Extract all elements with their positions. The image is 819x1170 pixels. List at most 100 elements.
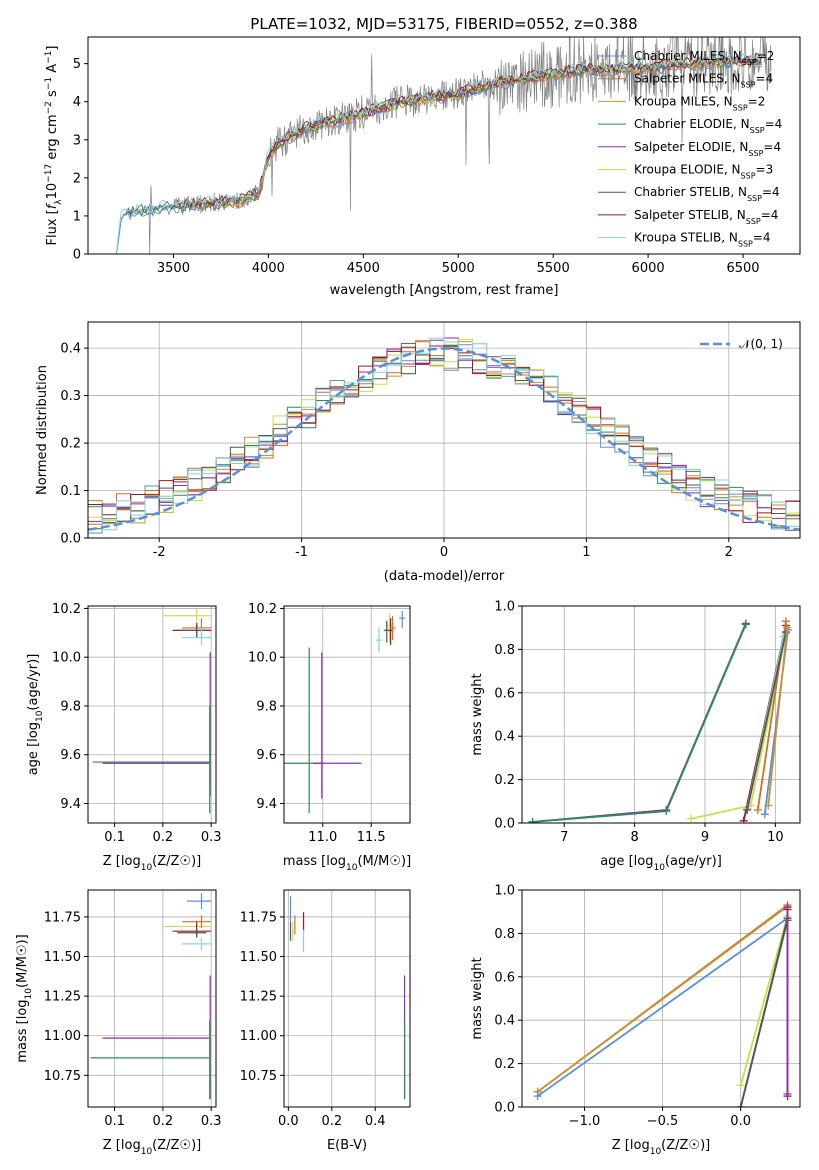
- x-tick-label: 8: [630, 830, 638, 845]
- mass-weight-marker: [662, 807, 671, 816]
- y-axis-label: Normed distribution: [35, 365, 50, 495]
- mass-weight-vs-z-panel: −1.0 −0.5 0.0 0.0 0.2 0.4 0.6 0.8 1.0 Z [log10(Z/…: [470, 884, 801, 1157]
- model-spectrum: [186, 56, 762, 209]
- y-tick-label: 0.2: [60, 437, 81, 452]
- mass-weight-marker: [736, 1081, 745, 1090]
- y-tick-label: 1.0: [494, 600, 515, 615]
- y-tick-label: 3: [73, 133, 81, 148]
- mass-weight-line: [746, 631, 787, 811]
- legend-entry: Kroupa MILES, NSSP=2: [634, 94, 765, 112]
- x-axis-label: Z [log10(Z/Z☉)]: [612, 1138, 710, 1157]
- mass-weight-marker: [781, 617, 790, 626]
- x-axis-label: mass [log10(M/M☉)]: [283, 854, 411, 873]
- mass-weight-marker: [736, 1103, 745, 1107]
- x-tick-label: −0.5: [647, 1114, 679, 1129]
- age-vs-mass-plot-area: [284, 610, 406, 814]
- x-tick-label: 0: [440, 545, 448, 560]
- mass-weight-marker: [753, 805, 762, 814]
- mass-weight-vs-age-plot-area: [528, 617, 793, 823]
- y-tick-label: 9.4: [60, 797, 81, 812]
- x-axis-label: Z [log10(Z/Z☉)]: [103, 854, 201, 873]
- axes-frame: [283, 889, 411, 1108]
- mass-weight-marker: [533, 1092, 542, 1101]
- axes-frame: [521, 889, 801, 1108]
- y-tick-label: 10.0: [52, 651, 81, 666]
- x-tick-label: 11.0: [308, 830, 337, 845]
- y-axis-label: mass [log10(M/M☉)]: [15, 934, 34, 1062]
- x-tick-label: 6500: [726, 261, 759, 276]
- mass-weight-marker: [739, 816, 748, 823]
- x-tick-label: 0.3: [201, 1114, 222, 1129]
- residual-histogram: [88, 346, 800, 533]
- x-tick-label: 9: [701, 830, 709, 845]
- y-tick-label: 9.6: [60, 748, 81, 763]
- y-axis-label: Flux [fλ10−17 erg cm−2 s−1 A−1]: [44, 46, 64, 246]
- y-tick-label: 11.00: [44, 1029, 81, 1044]
- y-tick-label: 11.00: [240, 1029, 277, 1044]
- x-axis-label: E(B-V): [327, 1138, 367, 1153]
- model-spectrum: [116, 52, 762, 252]
- axes-frame: [87, 36, 801, 255]
- mass-weight-vs-z-plot-area: [533, 901, 792, 1107]
- spectrum-legend: Chabrier MILES, NSSP=2 Salpeter MILES, NS…: [598, 49, 782, 248]
- y-axis-label: mass weight: [470, 673, 485, 755]
- x-tick-label: -1: [295, 545, 308, 560]
- legend-entry: 𝒩(0, 1): [739, 337, 783, 351]
- y-tick-label: 0.4: [494, 1014, 515, 1029]
- y-tick-label: 10.2: [52, 602, 81, 617]
- mass-vs-z-panel: 0.1 0.2 0.3 10.75 11.00 11.25 11.50 11.75 Z [log…: [15, 889, 222, 1157]
- figure-title: PLATE=1032, MJD=53175, FIBERID=0552, z=0…: [250, 15, 637, 33]
- mass-weight-marker: [528, 817, 537, 823]
- mass-weight-line: [537, 917, 789, 1097]
- legend-entry: Salpeter MILES, NSSP=4: [634, 72, 773, 90]
- y-tick-label: 0.0: [60, 532, 81, 547]
- x-axis-label: (data-model)/error: [384, 569, 505, 584]
- x-tick-label: 0.1: [104, 830, 125, 845]
- x-tick-label: 2: [725, 545, 733, 560]
- mass-weight-line: [767, 627, 789, 806]
- x-tick-label: 0.1: [104, 1114, 125, 1129]
- x-tick-label: 1: [582, 545, 590, 560]
- mass-weight-line: [537, 905, 789, 1093]
- residuals-panel: -2 -1 0 1 2 0.0 0.1 0.2 0.3 0.4 (data-model)/error…: [35, 321, 801, 584]
- residuals-legend: 𝒩(0, 1): [700, 337, 783, 351]
- y-tick-label: 5: [73, 57, 81, 72]
- legend-entry: Chabrier STELIB, NSSP=4: [634, 185, 780, 203]
- x-tick-label: 0.2: [153, 1114, 174, 1129]
- y-tick-label: 11.75: [44, 910, 81, 925]
- mass-weight-line: [739, 917, 789, 1107]
- age-vs-z-panel: 0.1 0.2 0.3 9.4 9.6 9.8 10.0 10.2 Z [log10(Z/Z☉)…: [26, 602, 222, 873]
- y-tick-label: 0.3: [60, 389, 81, 404]
- y-tick-label: 0: [73, 248, 81, 263]
- legend-entry: Chabrier ELODIE, NSSP=4: [634, 117, 782, 135]
- x-tick-label: 5500: [537, 261, 570, 276]
- legend-entry: Salpeter STELIB, NSSP=4: [634, 208, 778, 226]
- residual-histogram: [88, 338, 800, 521]
- y-tick-label: 0.6: [494, 970, 515, 985]
- y-tick-label: 0.8: [494, 927, 515, 942]
- mass-weight-marker: [764, 801, 773, 810]
- y-tick-label: 0.6: [494, 686, 515, 701]
- x-tick-label: 0.2: [153, 830, 174, 845]
- mass-weight-marker: [783, 623, 792, 632]
- spectrum-plot-area: [116, 37, 772, 254]
- spectrum-panel: 3500 4000 4500 5000 5500 6000 6500 0 1 2 3 4 5 wavele…: [44, 36, 801, 298]
- mass-weight-marker: [743, 805, 752, 814]
- x-axis-label: Z [log10(Z/Z☉)]: [103, 1138, 201, 1157]
- y-tick-label: 10.75: [240, 1069, 277, 1084]
- y-tick-label: 10.2: [248, 602, 277, 617]
- y-tick-label: 10.75: [44, 1069, 81, 1084]
- age-vs-z-plot-area: [92, 608, 212, 814]
- x-axis-label: age [log10(age/yr)]: [600, 854, 722, 873]
- y-tick-label: 1.0: [494, 884, 515, 899]
- mass-weight-marker: [686, 814, 695, 823]
- legend-entry: Salpeter ELODIE, NSSP=4: [634, 140, 781, 158]
- x-tick-label: 3500: [157, 261, 190, 276]
- y-tick-label: 10.0: [248, 651, 277, 666]
- y-tick-label: 0.4: [60, 342, 81, 357]
- y-tick-label: 0.4: [494, 730, 515, 745]
- x-tick-label: 4500: [347, 261, 380, 276]
- y-tick-label: 11.25: [240, 990, 277, 1005]
- y-tick-label: 0.0: [494, 817, 515, 832]
- x-axis-label: wavelength [Angstrom, rest frame]: [330, 283, 559, 298]
